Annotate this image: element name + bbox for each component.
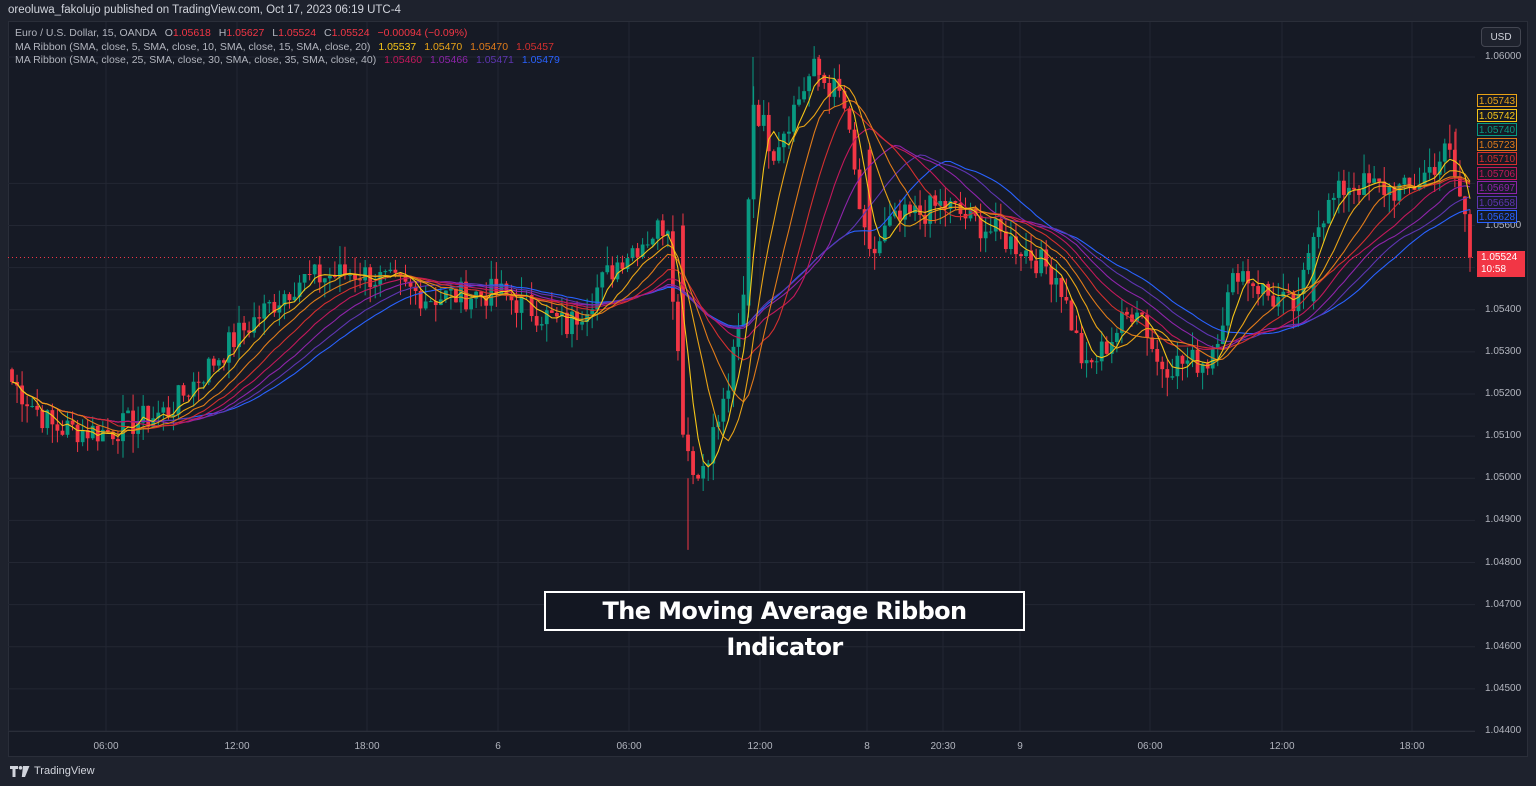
high-value: 1.05627 [226,27,265,39]
open-value: 1.05618 [172,27,211,39]
ma-badge: 1.05628 [1477,210,1517,223]
price-tick-label: 1.05600 [1485,219,1522,231]
sma-5-line [11,76,1471,468]
symbol-label[interactable]: Euro / U.S. Dollar, 15, OANDA [15,27,157,39]
sma25-value: 1.05460 [384,54,423,66]
ribbon-2-label[interactable]: MA Ribbon (SMA, close, 25, SMA, close, 3… [15,54,377,66]
sma40-value: 1.05479 [521,54,560,66]
legend-symbol-row: Euro / U.S. Dollar, 15, OANDA O1.05618 H… [15,27,468,39]
time-tick-label: 8 [864,741,870,752]
time-tick-label: 12:00 [747,741,773,752]
price-tick-label: 1.05400 [1485,303,1522,315]
candlesticks [10,46,1472,550]
ma-badge: 1.05706 [1477,166,1517,180]
sma-30-line [11,144,1471,424]
sma-25-line [11,128,1471,427]
time-tick-label: 18:00 [354,741,380,752]
price-tick-label: 1.06000 [1485,51,1522,62]
price-tick-label: 1.04900 [1485,514,1522,526]
currency-button[interactable]: USD [1481,27,1521,47]
time-tick-label: 12:00 [224,741,250,752]
price-tick-label: 1.04700 [1485,598,1522,610]
bar-countdown: 10:58 [1481,264,1507,275]
caption-banner: The Moving Average Ribbon Indicator [544,591,1025,661]
sma30-value: 1.05466 [430,54,469,66]
sma15-value: 1.05470 [470,40,509,53]
time-tick-label: 6 [495,741,501,752]
sma5-value: 1.05537 [378,40,417,53]
price-tick-label: 1.04600 [1485,640,1522,652]
close-value: 1.05524 [331,27,370,39]
price-tick-label: 1.04400 [1485,725,1522,736]
sma-15-line [11,99,1471,432]
time-tick-label: 12:00 [1269,741,1295,752]
ribbon-1-label[interactable]: MA Ribbon (SMA, close, 5, SMA, close, 10… [15,40,371,53]
ma-badge: 1.05658 [1477,195,1517,209]
published-info: oreoluwa_fakolujo published on TradingVi… [8,4,401,16]
time-tick-label: 06:00 [93,741,119,752]
last-price: 1.05524 [1481,252,1518,263]
legend-ribbon-2: MA Ribbon (SMA, close, 25, SMA, close, 3… [15,54,565,68]
ma-badge: 1.05710 [1477,152,1517,165]
ma-badge: 1.05723 [1477,137,1517,151]
ma-badge: 1.05743 [1477,94,1517,107]
time-tick-label: 20:30 [930,741,956,752]
price-tick-label: 1.04800 [1485,556,1522,568]
sma-35-line [11,154,1471,423]
last-price-badge: 1.05524 10:58 [1477,251,1525,277]
time-tick-label: 9 [1017,741,1023,752]
ma-ribbon-lines [11,76,1471,468]
price-tick-label: 1.05000 [1485,472,1522,484]
price-tick-label: 1.05200 [1485,388,1522,399]
time-axis[interactable]: 06:00 12:00 18:00 6 06:00 12:00 8 20:30 9 06:00 12… [8,731,1475,758]
ma-badge: 1.05742 [1477,108,1517,122]
brand-name: TradingView [34,765,95,777]
change-value: −0.00094 (−0.09%) [377,27,468,39]
chart-legend: Euro / U.S. Dollar, 15, OANDA O1.05618 H… [15,27,565,68]
time-tick-label: 18:00 [1399,741,1425,752]
sma-10-line [11,84,1471,442]
sma20-value: 1.05457 [515,40,554,53]
tradingview-branding[interactable]: TradingView [10,765,95,777]
price-tick-label: 1.04500 [1485,682,1522,694]
sma-20-line [11,107,1471,430]
low-value: 1.05524 [278,27,317,39]
ma-badge: 1.05697 [1477,181,1517,194]
tradingview-logo-icon [10,765,30,777]
price-tick-label: 1.05100 [1485,430,1522,442]
sma-40-line [11,160,1471,423]
time-tick-label: 06:00 [1137,741,1163,752]
price-tick-label: 1.05300 [1485,345,1522,357]
legend-ribbon-1: MA Ribbon (SMA, close, 5, SMA, close, 10… [15,41,565,55]
sma35-value: 1.05471 [475,54,514,66]
sma10-value: 1.05470 [424,40,463,53]
ma-badge: 1.05740 [1477,123,1517,136]
time-tick-label: 06:00 [616,741,642,752]
